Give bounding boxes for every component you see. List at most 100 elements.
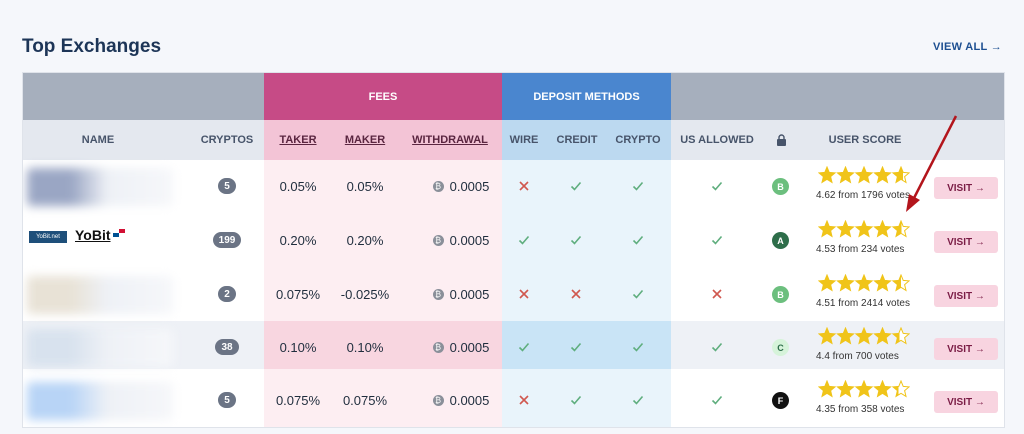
yobit-logo[interactable]: YoBit.net	[29, 231, 67, 243]
col-withdrawal[interactable]: WITHDRAWAL	[412, 134, 488, 146]
score-votes: 4.4 from 700 votes	[816, 351, 899, 362]
check-icon	[632, 395, 644, 405]
check-icon	[632, 235, 644, 245]
star-icon	[818, 220, 837, 238]
crypto-mark	[632, 289, 644, 299]
security-grade-badge: C	[772, 339, 789, 356]
check-icon	[632, 289, 644, 299]
visit-button[interactable]: VISIT →	[934, 391, 998, 413]
crypto-mark	[632, 181, 644, 191]
exchange-logo-blurred[interactable]	[27, 382, 173, 420]
cryptos-count: 2	[218, 286, 236, 302]
maker-fee: 0.10%	[346, 340, 384, 355]
cross-icon	[519, 181, 529, 191]
crypto-mark	[632, 342, 644, 352]
star-rating	[818, 327, 910, 345]
star-icon	[836, 327, 855, 345]
us-allowed-mark	[711, 395, 723, 405]
check-icon	[632, 342, 644, 352]
star-icon	[873, 274, 892, 292]
check-icon	[711, 235, 723, 245]
score-votes: 4.51 from 2414 votes	[816, 298, 910, 309]
star-icon	[873, 166, 892, 184]
star-icon	[836, 220, 855, 238]
check-icon	[570, 342, 582, 352]
credit-mark	[571, 289, 581, 299]
fees-group-header: FEES	[264, 73, 502, 120]
cryptos-count: 5	[218, 178, 236, 194]
taker-fee: 0.05%	[279, 179, 317, 194]
col-crypto: CRYPTO	[615, 134, 661, 146]
wire-mark	[519, 395, 529, 405]
credit-mark	[570, 395, 582, 405]
exchange-logo-blurred[interactable]	[27, 276, 173, 314]
star-icon	[891, 220, 910, 238]
exchange-logo-blurred[interactable]	[27, 168, 173, 206]
exchange-name-link[interactable]: YoBit	[75, 227, 111, 243]
page-title: Top Exchanges	[22, 36, 162, 57]
star-icon	[891, 327, 910, 345]
cryptos-count: 5	[218, 392, 236, 408]
star-icon	[891, 166, 910, 184]
check-icon	[570, 395, 582, 405]
bitcoin-icon: ₿	[432, 235, 444, 246]
exchange-logo-blurred[interactable]	[27, 329, 173, 367]
col-user-score: USER SCORE	[828, 134, 902, 146]
maker-fee: -0.025%	[340, 287, 390, 302]
bitcoin-icon: ₿	[432, 342, 444, 353]
deposit-methods-group-header: DEPOSIT METHODS	[502, 73, 671, 120]
table-row: 38 0.10% 0.10% ₿ 0.0005 C 4.4 from 700 vo…	[23, 321, 1004, 374]
withdrawal-fee: ₿ 0.0005	[421, 321, 501, 374]
us-allowed-mark	[711, 181, 723, 191]
star-rating	[818, 166, 910, 184]
taker-fee: 0.075%	[275, 393, 321, 408]
cross-icon	[712, 289, 722, 299]
col-wire: WIRE	[509, 134, 539, 146]
taker-fee: 0.10%	[279, 340, 317, 355]
cross-icon	[519, 289, 529, 299]
withdrawal-fee: ₿ 0.0005	[421, 214, 501, 267]
star-icon	[818, 166, 837, 184]
withdrawal-fee: ₿ 0.0005	[421, 374, 501, 427]
visit-button[interactable]: VISIT →	[934, 231, 998, 253]
security-grade-badge: F	[772, 392, 789, 409]
bitcoin-icon: ₿	[432, 289, 444, 300]
withdrawal-fee: ₿ 0.0005	[421, 268, 501, 321]
check-icon	[518, 235, 530, 245]
withdrawal-fee: ₿ 0.0005	[421, 160, 501, 213]
star-icon	[836, 274, 855, 292]
star-icon	[891, 380, 910, 398]
us-allowed-mark	[711, 342, 723, 352]
cryptos-count: 38	[215, 339, 239, 355]
star-icon	[818, 274, 837, 292]
col-lock	[771, 120, 791, 160]
score-votes: 4.35 from 358 votes	[816, 404, 905, 415]
table-row: 5 0.075% 0.075% ₿ 0.0005 F 4.35 from 358 …	[23, 374, 1004, 427]
star-icon	[836, 380, 855, 398]
table-row: 5 0.05% 0.05% ₿ 0.0005 B 4.62 from 1796 v…	[23, 160, 1004, 213]
visit-button[interactable]: VISIT →	[934, 338, 998, 360]
cryptos-count: 199	[213, 232, 241, 248]
lock-icon	[776, 134, 786, 146]
bitcoin-icon: ₿	[432, 395, 444, 406]
star-icon	[836, 166, 855, 184]
crypto-mark	[632, 235, 644, 245]
col-taker[interactable]: TAKER	[279, 134, 317, 146]
view-all-link[interactable]: VIEW ALL →	[933, 41, 1002, 53]
credit-mark	[570, 342, 582, 352]
cross-icon	[571, 289, 581, 299]
maker-fee: 0.05%	[346, 179, 384, 194]
table-row: 2 0.075% -0.025% ₿ 0.0005 B 4.51 from 241…	[23, 268, 1004, 321]
table-row: YoBit.net YoBit 199 0.20% 0.20% ₿ 0.0005 …	[23, 214, 1004, 267]
credit-mark	[570, 235, 582, 245]
us-allowed-mark	[711, 235, 723, 245]
security-grade-badge: B	[772, 178, 789, 195]
security-grade-badge: B	[772, 286, 789, 303]
col-maker[interactable]: MAKER	[344, 134, 386, 146]
col-cryptos[interactable]: CRYPTOS	[200, 134, 254, 146]
check-icon	[711, 181, 723, 191]
visit-button[interactable]: VISIT →	[934, 285, 998, 307]
col-us-allowed: US ALLOWED	[680, 134, 754, 146]
credit-mark	[570, 181, 582, 191]
visit-button[interactable]: VISIT →	[934, 177, 998, 199]
